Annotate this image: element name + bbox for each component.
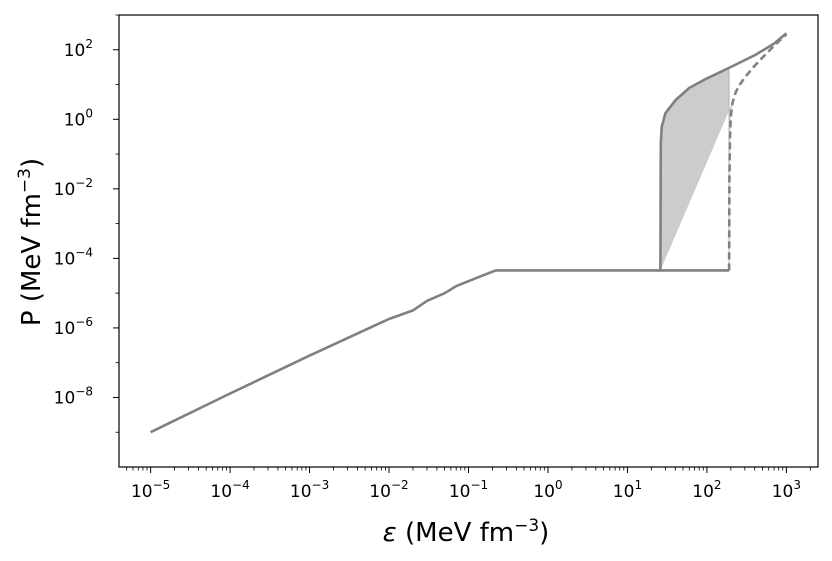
x-axis-label: ε (MeV fm−3) (383, 516, 550, 548)
y-tick-label: 10−8 (54, 384, 93, 408)
axis-ticks: 10−5 10−4 10−3 10−2 10−1 100 101 102 103 10−8 10−6… (54, 14, 819, 502)
x-tick-label: 10−4 (210, 478, 249, 502)
y-axis-label: P (MeV fm−3) (15, 158, 47, 326)
x-tick-label: 100 (533, 478, 562, 502)
x-tick-label: 101 (613, 478, 642, 502)
y-tick-label: 102 (64, 37, 93, 61)
shaded-region (660, 67, 733, 271)
x-tick-label: 10−5 (131, 478, 170, 502)
x-tick-label: 103 (772, 478, 801, 502)
y-tick-label: 10−6 (54, 315, 93, 339)
y-tick-label: 10−2 (54, 176, 93, 200)
y-tick-label: 100 (64, 106, 93, 130)
x-tick-label: 10−3 (290, 478, 329, 502)
series-line-3 (727, 33, 788, 271)
y-tick-label: 10−4 (54, 245, 93, 269)
x-tick-label: 10−2 (369, 478, 408, 502)
x-tick-label: 10−1 (449, 478, 488, 502)
plot-area (150, 32, 788, 434)
x-tick-label: 102 (692, 478, 721, 502)
series-line-1 (150, 32, 788, 434)
